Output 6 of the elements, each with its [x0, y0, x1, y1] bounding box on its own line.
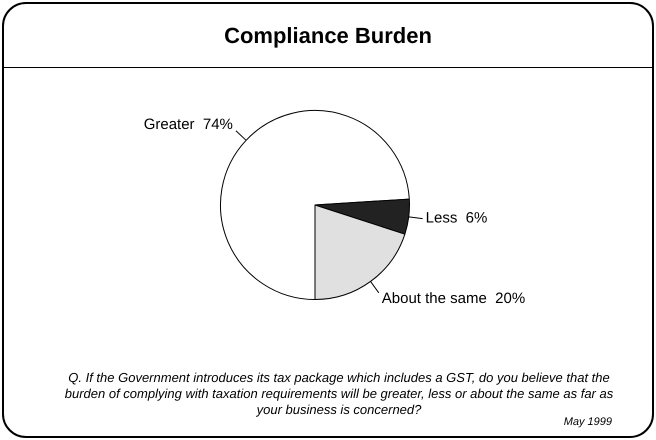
chart-title: Compliance Burden: [4, 4, 652, 68]
slice-label: Less 6%: [426, 210, 488, 227]
text: May 1999: [564, 416, 612, 428]
text: Q. If the Government introduces its tax package which includes a GST, do you believe that the burden of complying with taxation requirements will be greater, less or about the same as far as your business is concerned?: [64, 370, 614, 417]
slice-label: About the same 20%: [382, 290, 526, 307]
slice-label: Greater 74%: [144, 116, 233, 133]
